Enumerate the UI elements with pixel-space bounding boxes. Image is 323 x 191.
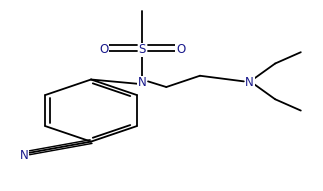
- Text: O: O: [99, 43, 109, 57]
- Text: N: N: [19, 149, 28, 162]
- Text: S: S: [139, 43, 146, 57]
- Text: N: N: [138, 76, 147, 89]
- Text: O: O: [176, 43, 185, 57]
- Text: N: N: [245, 76, 254, 89]
